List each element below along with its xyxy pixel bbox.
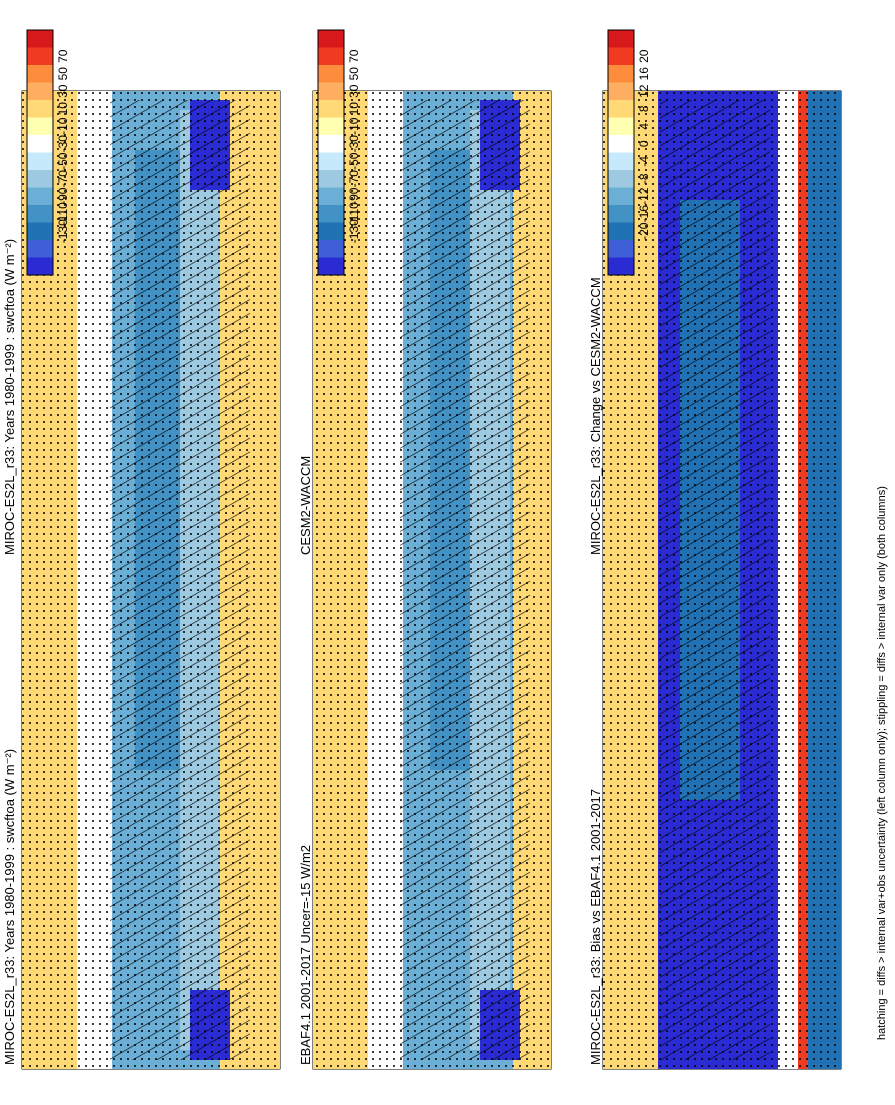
colorbar-swatch xyxy=(318,152,344,171)
colorbar-tick-label: -16 xyxy=(637,205,651,223)
colorbar-tick-label: -90 xyxy=(347,187,361,205)
colorbar-swatch xyxy=(608,65,634,83)
colorbar-swatch xyxy=(318,135,344,153)
colorbar-swatch xyxy=(318,65,344,83)
colorbar-swatch xyxy=(608,152,634,171)
colorbar-swatch xyxy=(318,30,344,48)
colorbar-swatch xyxy=(608,135,634,153)
colorbar-swatch xyxy=(318,222,344,241)
colorbar-swatch xyxy=(27,65,53,83)
colorbar-swatch xyxy=(318,205,344,223)
colorbar-swatch xyxy=(27,257,53,276)
colorbar-swatch xyxy=(27,135,53,153)
colorbar-swatch xyxy=(608,187,634,206)
colorbar-swatch xyxy=(608,100,634,118)
colorbar-swatch xyxy=(27,240,53,258)
colorbar-tick-label: -110 xyxy=(56,202,70,225)
figure-footnote: hatching = diffs > internal var+obs unce… xyxy=(876,486,888,1040)
colorbar-tick-label: -30 xyxy=(56,135,70,153)
colorbar-swatch xyxy=(608,222,634,241)
colorbar-swatch xyxy=(27,205,53,223)
colorbar-tick-label: -8 xyxy=(637,173,651,184)
colorbar-tick-label: -70 xyxy=(56,170,70,188)
colorbar-swatch xyxy=(608,257,634,276)
colorbar-swatches: 20 16 12 8 4 0 -4 -8 -12-16-20 xyxy=(607,29,651,276)
panel-right-3: 20 16 12 8 4 0 -4 -8 -12-16-20 MIROC-ES2L_r33: C… xyxy=(588,29,651,555)
colorbar-tick-label: -10 xyxy=(347,117,361,135)
colorbar-swatch xyxy=(318,47,344,66)
colorbar-swatches: 70 50 30 10-10-30-50-70-90-110-130 xyxy=(26,29,70,276)
panel-title: CESM2-WACCM xyxy=(298,456,313,555)
panel-title: MIROC-ES2L_r33: Years 1980-1999 : swcfto… xyxy=(2,749,17,1065)
colorbar-tick-label: 30 xyxy=(56,84,70,98)
colorbar-swatch xyxy=(608,240,634,258)
colorbar-tick-label: -130 xyxy=(56,219,70,243)
colorbar-swatch xyxy=(318,100,344,118)
colorbar-tick-label: -70 xyxy=(347,170,361,188)
colorbar-swatch xyxy=(608,47,634,66)
colorbar-tick-label: 30 xyxy=(347,84,361,98)
colorbar-tick-label: 50 xyxy=(56,67,70,81)
colorbar-swatch xyxy=(27,187,53,206)
colorbar-swatch xyxy=(318,257,344,276)
colorbar-tick-label: -12 xyxy=(637,187,651,205)
panel-right-1: 70 50 30 10-10-30-50-70-90-110-130 MIROC-ES… xyxy=(2,29,70,555)
colorbar-tick-label: -90 xyxy=(56,187,70,205)
colorbar-swatch xyxy=(27,222,53,241)
colorbar-tick-label: -20 xyxy=(637,222,651,240)
colorbar-tick-label: 10 xyxy=(56,102,70,116)
colorbar-tick-label: -4 xyxy=(637,156,651,167)
colorbar-tick-label: 70 xyxy=(347,49,361,63)
colorbar-tick-label: -30 xyxy=(347,135,361,153)
colorbar-swatch xyxy=(608,30,634,48)
colorbar-swatch xyxy=(608,117,634,136)
colorbar-swatch xyxy=(27,30,53,48)
colorbar-swatch xyxy=(318,240,344,258)
colorbar-swatch xyxy=(318,117,344,136)
colorbar-swatch xyxy=(318,187,344,206)
colorbar-tick-label: 50 xyxy=(347,67,361,81)
colorbar-swatch xyxy=(27,47,53,66)
colorbar-swatches: 70 50 30 10-10-30-50-70-90-110-130 xyxy=(317,29,361,276)
colorbar-tick-label: 70 xyxy=(56,49,70,63)
colorbar-swatch xyxy=(27,117,53,136)
colorbar-tick-label: 4 xyxy=(637,123,651,130)
colorbar-swatch xyxy=(27,170,53,188)
colorbar-swatch xyxy=(27,82,53,101)
panel-title: MIROC-ES2L_r33: Bias vs EBAF4.1 2001-201… xyxy=(588,789,603,1065)
colorbar-tick-label: -110 xyxy=(347,202,361,225)
colorbar-tick-label: 20 xyxy=(637,49,651,63)
panel-title: EBAF4.1 2001-2017 Uncer=-15 W/m2 xyxy=(298,845,313,1065)
panel-right-2: 70 50 30 10-10-30-50-70-90-110-130 CESM2-WA… xyxy=(298,29,361,555)
colorbar-tick-label: -10 xyxy=(56,117,70,135)
colorbar-tick-label: 10 xyxy=(347,102,361,116)
colorbar-swatch xyxy=(608,170,634,188)
colorbar-tick-label: -50 xyxy=(56,152,70,170)
colorbar-tick-label: -50 xyxy=(347,152,361,170)
colorbar-swatch xyxy=(608,205,634,223)
colorbar-swatch xyxy=(608,82,634,101)
panel-title: MIROC-ES2L_r33: Change vs CESM2-WACCM xyxy=(588,277,603,555)
colorbar-swatch xyxy=(27,100,53,118)
colorbar-swatch xyxy=(318,82,344,101)
colorbar-tick-label: 16 xyxy=(637,67,651,81)
colorbar-tick-label: -130 xyxy=(347,219,361,243)
panel-title: MIROC-ES2L_r33: Years 1980-1999 : swcfto… xyxy=(2,239,17,555)
colorbar-tick-label: 8 xyxy=(637,105,651,112)
colorbar-swatch xyxy=(318,170,344,188)
colorbar-swatch xyxy=(27,152,53,171)
colorbar-tick-label: 12 xyxy=(637,84,651,98)
colorbar-tick-label: 0 xyxy=(637,140,651,147)
